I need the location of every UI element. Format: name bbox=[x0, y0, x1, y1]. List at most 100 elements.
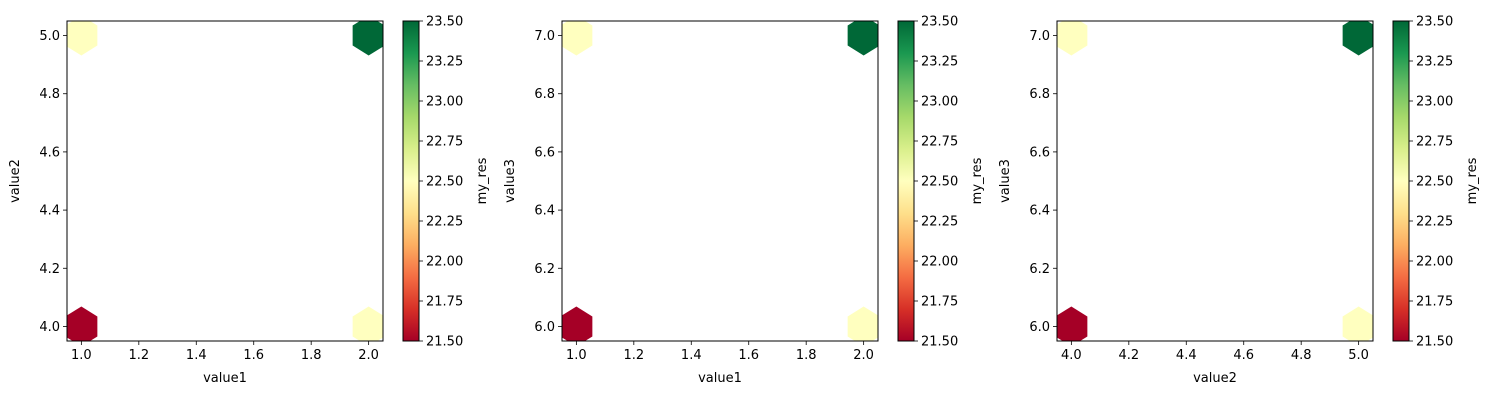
hexbin-cell bbox=[1342, 21, 1373, 56]
y-tick-label: 4.6 bbox=[39, 145, 60, 160]
hexbin-cell bbox=[67, 306, 98, 341]
y-tick-label: 7.0 bbox=[1029, 29, 1050, 44]
colorbar-tick-label: 22.25 bbox=[921, 215, 958, 230]
x-axis-label: value2 bbox=[1193, 371, 1237, 386]
colorbar-tick-label: 22.75 bbox=[921, 135, 958, 150]
colorbar-tick-label: 21.50 bbox=[1416, 335, 1453, 350]
hexbin-cell bbox=[67, 21, 98, 56]
y-tick-label: 5.0 bbox=[39, 29, 60, 44]
x-tick-label: 2.0 bbox=[853, 348, 874, 363]
y-tick-label: 4.2 bbox=[39, 262, 60, 277]
colorbar-tick-label: 21.50 bbox=[921, 335, 958, 350]
hexbin-cells bbox=[562, 21, 878, 341]
colorbar: 21.50 21.75 22.00 22.25 22.50 22.75 23.00 23.25… bbox=[1392, 15, 1480, 350]
x-tick-label: 1.0 bbox=[566, 348, 587, 363]
x-tick-label: 1.4 bbox=[681, 348, 702, 363]
y-tick-label: 7.0 bbox=[534, 29, 555, 44]
x-axis-label: value1 bbox=[698, 371, 742, 386]
y-tick-label: 6.4 bbox=[1029, 204, 1050, 219]
y-tick-label: 4.4 bbox=[39, 204, 60, 219]
colorbar-tick-label: 21.75 bbox=[426, 295, 463, 310]
colorbar-tick-label: 22.25 bbox=[426, 215, 463, 230]
hexbin-cell bbox=[1057, 21, 1088, 56]
colorbar-tick-label: 23.25 bbox=[921, 55, 958, 70]
colorbar-tick-label: 22.75 bbox=[1416, 135, 1453, 150]
y-tick-label: 6.4 bbox=[534, 204, 555, 219]
x-tick-label: 1.8 bbox=[301, 348, 322, 363]
y-axis-label: value2 bbox=[8, 159, 23, 203]
y-axis-label: value3 bbox=[503, 159, 518, 203]
colorbar-tick-label: 22.75 bbox=[426, 135, 463, 150]
hexbin-cell bbox=[352, 21, 383, 56]
y-tick-label: 6.0 bbox=[534, 320, 555, 335]
hexbin-cell bbox=[847, 306, 878, 341]
colorbar-tick-label: 21.75 bbox=[1416, 295, 1453, 310]
colorbar-tick-label: 22.00 bbox=[921, 255, 958, 270]
colorbar-tick-label: 22.00 bbox=[426, 255, 463, 270]
colorbar-tick-label: 22.00 bbox=[1416, 255, 1453, 270]
x-axis-label: value1 bbox=[203, 371, 247, 386]
axes-frame bbox=[561, 20, 879, 342]
colorbar-gradient bbox=[1392, 20, 1410, 342]
x-tick-label: 1.4 bbox=[186, 348, 207, 363]
colorbar-tick-label: 21.50 bbox=[426, 335, 463, 350]
colorbar-tick-label: 23.00 bbox=[1416, 95, 1453, 110]
axes-frame bbox=[66, 20, 384, 342]
hexbin-cells bbox=[67, 21, 383, 341]
hexbin-cell bbox=[562, 306, 593, 341]
x-tick-label: 4.8 bbox=[1291, 348, 1312, 363]
x-tick-label: 4.6 bbox=[1233, 348, 1254, 363]
hexbin-cell bbox=[352, 306, 383, 341]
y-tick-label: 6.8 bbox=[534, 87, 555, 102]
colorbar: 21.50 21.75 22.00 22.25 22.50 22.75 23.00 23.25… bbox=[897, 15, 985, 350]
hexbin-cells bbox=[1057, 21, 1373, 341]
x-tick-label: 4.4 bbox=[1176, 348, 1197, 363]
x-tick-label: 1.2 bbox=[128, 348, 149, 363]
colorbar-tick-label: 22.50 bbox=[1416, 175, 1453, 190]
colorbar-tick-label: 22.25 bbox=[1416, 215, 1453, 230]
y-tick-label: 6.2 bbox=[1029, 262, 1050, 277]
x-tick-label: 2.0 bbox=[358, 348, 379, 363]
colorbar-tick-label: 21.75 bbox=[921, 295, 958, 310]
colorbar-label: my_res bbox=[475, 157, 490, 204]
y-tick-label: 4.0 bbox=[39, 320, 60, 335]
y-tick-label: 6.6 bbox=[534, 145, 555, 160]
colorbar-gradient bbox=[402, 20, 420, 342]
y-tick-label: 6.2 bbox=[534, 262, 555, 277]
colorbar-tick-label: 23.50 bbox=[1416, 15, 1453, 30]
colorbar-tick-label: 22.50 bbox=[921, 175, 958, 190]
x-tick-label: 4.2 bbox=[1118, 348, 1139, 363]
chart-panel-3: 4.0 4.2 4.4 4.6 4.8 5.0 6.0 6.2 6.4 6.6 6.8 7.0 valu… bbox=[998, 15, 1480, 387]
y-tick-label: 6.8 bbox=[1029, 87, 1050, 102]
x-tick-label: 1.6 bbox=[738, 348, 759, 363]
colorbar-gradient bbox=[897, 20, 915, 342]
colorbar-tick-label: 23.00 bbox=[426, 95, 463, 110]
colorbar-tick-label: 23.50 bbox=[921, 15, 958, 30]
colorbar-tick-label: 23.50 bbox=[426, 15, 463, 30]
hexbin-cell bbox=[562, 21, 593, 56]
y-tick-label: 6.0 bbox=[1029, 320, 1050, 335]
hexbin-cell bbox=[1342, 306, 1373, 341]
axes-frame bbox=[1056, 20, 1374, 342]
colorbar-tick-label: 23.00 bbox=[921, 95, 958, 110]
chart-panel-2: 1.0 1.2 1.4 1.6 1.8 2.0 6.0 6.2 6.4 6.6 6.8 7.0 valu… bbox=[503, 15, 985, 387]
x-tick-label: 5.0 bbox=[1348, 348, 1369, 363]
colorbar-tick-label: 22.50 bbox=[426, 175, 463, 190]
colorbar: 21.50 21.75 22.00 22.25 22.50 22.75 23.00 23.25… bbox=[402, 15, 490, 350]
hexbin-cell bbox=[847, 21, 878, 56]
colorbar-label: my_res bbox=[970, 157, 985, 204]
y-tick-label: 4.8 bbox=[39, 87, 60, 102]
hexbin-cell bbox=[1057, 306, 1088, 341]
chart-panel-1: 1.0 1.2 1.4 1.6 1.8 2.0 4.0 4.2 4.4 4.6 4.8 5.0 valu… bbox=[8, 15, 490, 387]
x-tick-label: 1.8 bbox=[796, 348, 817, 363]
x-tick-label: 1.2 bbox=[623, 348, 644, 363]
colorbar-tick-label: 23.25 bbox=[1416, 55, 1453, 70]
y-tick-label: 6.6 bbox=[1029, 145, 1050, 160]
x-tick-label: 1.0 bbox=[71, 348, 92, 363]
colorbar-label: my_res bbox=[1465, 157, 1480, 204]
colorbar-tick-label: 23.25 bbox=[426, 55, 463, 70]
x-tick-label: 1.6 bbox=[243, 348, 264, 363]
x-tick-label: 4.0 bbox=[1061, 348, 1082, 363]
y-axis-label: value3 bbox=[998, 159, 1013, 203]
